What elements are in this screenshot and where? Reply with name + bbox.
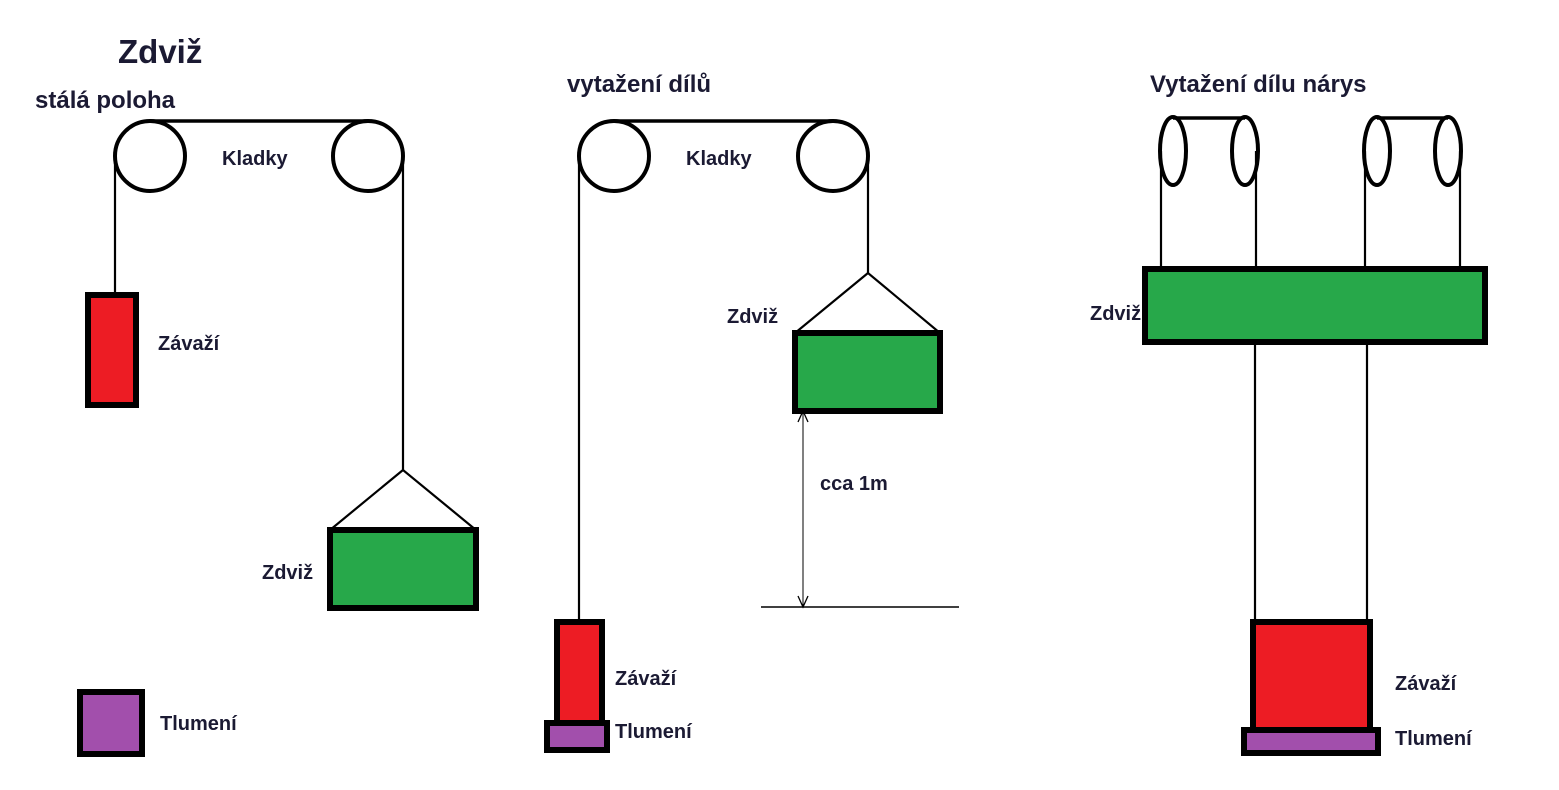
svg-text:vytažení dílů: vytažení dílů <box>567 71 711 98</box>
svg-text:Tlumení: Tlumení <box>1395 728 1473 750</box>
svg-text:Vytažení dílu nárys: Vytažení dílu nárys <box>1150 71 1367 98</box>
svg-text:cca 1m: cca 1m <box>820 473 888 495</box>
svg-text:Zdviž: Zdviž <box>727 306 778 328</box>
svg-text:Tlumení: Tlumení <box>160 713 238 735</box>
svg-text:Závaží: Závaží <box>615 668 678 690</box>
svg-text:Tlumení: Tlumení <box>615 721 693 743</box>
svg-text:Závaží: Závaží <box>1395 673 1458 695</box>
svg-text:Závaží: Závaží <box>158 333 221 355</box>
svg-text:Kladky: Kladky <box>222 148 288 170</box>
svg-text:Zdviž: Zdviž <box>262 562 313 584</box>
svg-text:Zdviž: Zdviž <box>118 33 202 70</box>
svg-text:Kladky: Kladky <box>686 148 752 170</box>
svg-text:stálá poloha: stálá poloha <box>35 87 176 114</box>
svg-text:Zdviž: Zdviž <box>1090 303 1141 325</box>
